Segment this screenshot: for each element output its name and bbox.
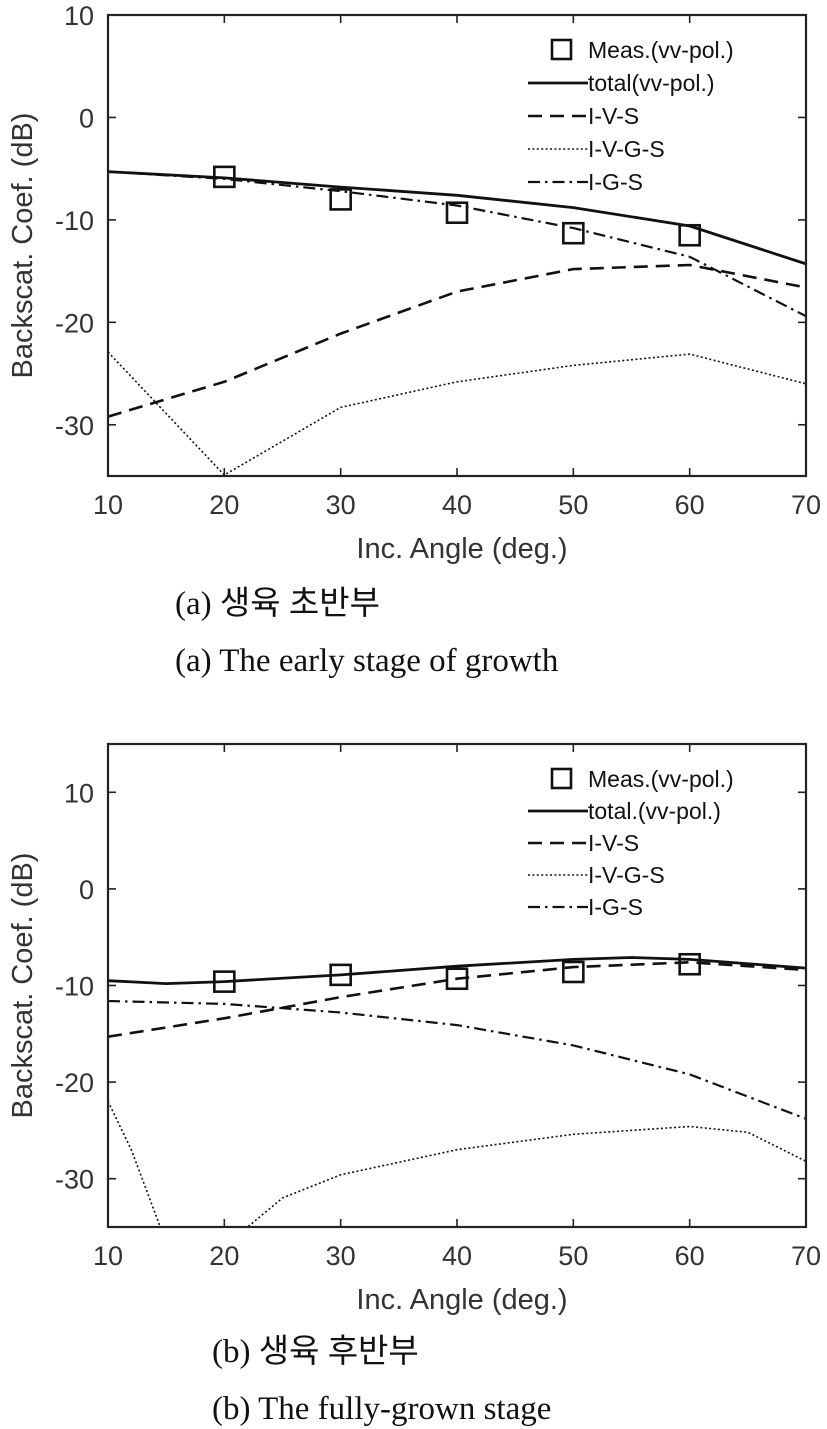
legend-entry-label: I-G-S xyxy=(588,169,643,195)
y-tick-label: -30 xyxy=(55,1165,94,1195)
x-tick-label: 40 xyxy=(442,490,472,520)
x-tick-label: 30 xyxy=(326,490,356,520)
x-tick-label: 70 xyxy=(791,490,821,520)
series-line-1 xyxy=(108,263,806,418)
legend-entry-label: I-G-S xyxy=(588,894,643,920)
meas-marker xyxy=(562,221,585,245)
y-tick-label: -10 xyxy=(55,206,94,236)
caption-korean: (a) 생육 초반부 xyxy=(175,586,380,622)
x-axis-label: Inc. Angle (deg.) xyxy=(356,533,567,565)
legend-swatch-marker xyxy=(550,38,573,61)
x-tick-label: 60 xyxy=(675,1241,705,1271)
caption-english: (a) The early stage of growth xyxy=(175,643,559,679)
meas-marker xyxy=(213,970,236,993)
x-tick-label: 50 xyxy=(558,1241,588,1271)
meas-marker xyxy=(678,952,701,976)
x-tick-label: 70 xyxy=(791,1241,821,1271)
y-tick-label: 10 xyxy=(64,778,94,808)
x-tick-label: 30 xyxy=(326,1241,356,1271)
y-tick-label: -10 xyxy=(55,972,94,1002)
x-tick-label: 60 xyxy=(675,490,705,520)
y-tick-label: -20 xyxy=(55,1068,94,1098)
chart-panel-1: 10 20 30 40 50 60 70 10 0 -10 -20 -30 Inc. Angle (de… xyxy=(7,1,821,679)
y-tick-label: 0 xyxy=(79,103,94,133)
series-line-2 xyxy=(108,351,806,476)
x-axis-label: Inc. Angle (deg.) xyxy=(356,1284,567,1316)
legend-entry-label: total.(vv-pol.) xyxy=(588,798,721,824)
legend: Meas.(vv-pol.) total(vv-pol.) I-V-S I-V-G-S… xyxy=(528,37,734,195)
x-tick-label: 50 xyxy=(558,490,588,520)
series-line-3 xyxy=(108,999,806,1120)
legend-entry-label: Meas.(vv-pol.) xyxy=(588,37,734,63)
x-tick-label: 10 xyxy=(93,1241,123,1271)
legend-entry-label: I-V-S xyxy=(588,830,639,856)
meas-marker xyxy=(678,223,701,247)
meas-marker xyxy=(213,165,236,189)
chart-panel-2: 10 20 30 40 50 60 70 10 0 -10 -20 -30 Inc. Angle (de… xyxy=(7,742,821,1427)
series-line-0 xyxy=(108,170,806,266)
x-tick-label: 10 xyxy=(93,490,123,520)
series-line-2 xyxy=(108,1101,806,1227)
y-tick-label: 10 xyxy=(64,1,94,31)
meas-marker xyxy=(562,960,585,984)
y-tick-label: 0 xyxy=(79,875,94,905)
y-tick-label: -30 xyxy=(55,411,94,441)
legend-entry-label: I-V-S xyxy=(588,103,639,129)
y-axis-label: Backscat. Coef. (dB) xyxy=(7,113,39,379)
legend-entry-label: I-V-G-S xyxy=(588,136,665,162)
legend-entry-label: Meas.(vv-pol.) xyxy=(588,766,734,792)
meas-marker xyxy=(445,201,469,225)
x-tick-label: 20 xyxy=(209,490,239,520)
x-tick-label: 40 xyxy=(442,1241,472,1271)
legend-entry-label: total(vv-pol.) xyxy=(588,70,715,96)
legend-entry-label: I-V-G-S xyxy=(588,862,665,888)
legend: Meas.(vv-pol.) total.(vv-pol.) I-V-S I-V-G-… xyxy=(528,766,734,920)
x-tick-label: 20 xyxy=(209,1241,239,1271)
plot-area xyxy=(108,952,806,1227)
y-tick-label: -20 xyxy=(55,308,94,338)
series-line-1 xyxy=(108,960,806,1038)
caption-korean: (b) 생육 후반부 xyxy=(212,1334,419,1370)
series-line-3 xyxy=(108,170,806,318)
legend-swatch-marker xyxy=(550,767,573,790)
meas-marker xyxy=(329,963,352,987)
caption-english: (b) The fully-grown stage xyxy=(212,1391,551,1427)
y-axis-label: Backscat. Coef. (dB) xyxy=(7,853,39,1119)
meas-marker xyxy=(329,188,352,211)
series-line-0 xyxy=(108,956,806,985)
plot-area xyxy=(108,165,806,476)
meas-marker xyxy=(445,967,469,991)
